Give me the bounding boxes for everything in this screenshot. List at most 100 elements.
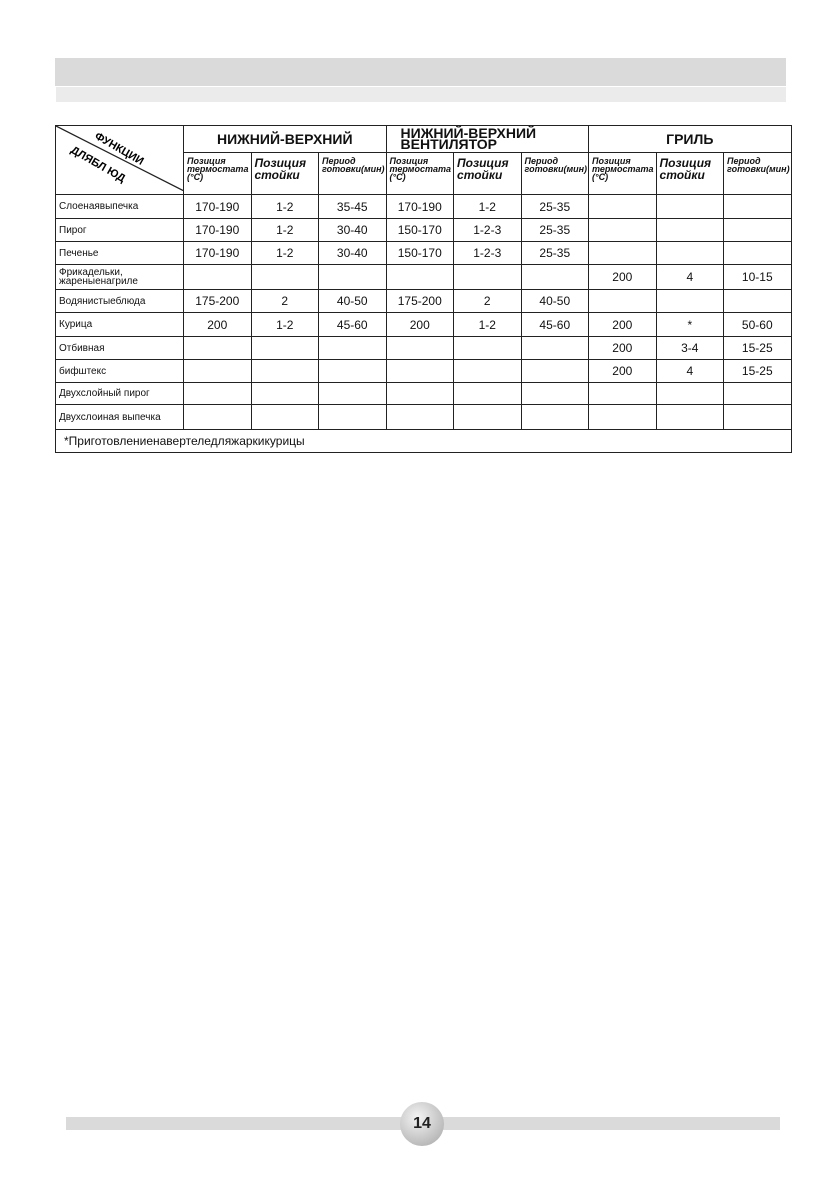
table-cell: 50-60	[723, 312, 792, 337]
table-row: Фрикадельки, жареныенагриле 200 4 10-15	[55, 264, 792, 290]
table-cell	[318, 382, 387, 405]
table-cell: 175-200	[385, 289, 455, 313]
table-row: Пирог 170-190 1-2 30-40 150-170 1-2-3 25-35	[55, 218, 792, 242]
table-cell: 25-35	[520, 218, 590, 242]
table-cell: 1-2-3	[453, 241, 522, 265]
column-header: Позиция термостата (°С)	[183, 152, 252, 195]
table-cell	[723, 241, 792, 265]
column-header: Период готовки(мин)	[318, 152, 387, 195]
table-cell	[588, 241, 657, 265]
table-cell: 170-190	[385, 194, 455, 219]
table-cell	[520, 336, 590, 360]
dish-name: Двухслойный пирог	[55, 382, 184, 405]
table-cell	[453, 264, 522, 290]
table-row: Двухслойный пирог	[55, 382, 792, 405]
dish-name: Слоенаявыпечка	[55, 194, 184, 219]
table-cell	[588, 289, 657, 313]
table-cell	[520, 264, 590, 290]
table-cell: 30-40	[318, 241, 387, 265]
cooking-table: ФУНКЦИИ ДЛЯБЛ ЮД НИЖНИЙ-ВЕРХНИЙ НИЖНИЙ-В…	[55, 125, 792, 453]
table-cell: 1-2	[453, 194, 522, 219]
column-header: Позиция термостата (°С)	[385, 152, 455, 195]
table-cell	[655, 194, 725, 219]
table-cell: 2	[453, 289, 522, 313]
table-cell	[385, 336, 455, 360]
header-strip	[56, 87, 786, 102]
table-cell: 30-40	[318, 218, 387, 242]
table-cell	[588, 404, 657, 430]
table-cell: 40-50	[318, 289, 387, 313]
table-cell: 15-25	[723, 359, 792, 383]
table-cell	[520, 359, 590, 383]
table-cell	[453, 336, 522, 360]
table-cell	[318, 359, 387, 383]
table-cell	[385, 264, 455, 290]
table-cell	[520, 382, 590, 405]
table-cell: 200	[588, 264, 657, 290]
table-cell	[655, 404, 725, 430]
diagonal-line: ФУНКЦИИ ДЛЯБЛ ЮД	[56, 126, 183, 191]
table-cell	[318, 336, 387, 360]
table-cell: 35-45	[318, 194, 387, 219]
table-cell: 170-190	[183, 194, 252, 219]
dish-name: Курица	[55, 312, 184, 337]
table-cell: 25-35	[520, 194, 590, 219]
table-cell	[183, 359, 252, 383]
table-cell	[453, 359, 522, 383]
table-cell	[453, 382, 522, 405]
table-cell: 4	[655, 264, 725, 290]
table-row: Двухслоиная выпечка	[55, 404, 792, 430]
table-cell: 15-25	[723, 336, 792, 360]
table-cell	[723, 218, 792, 242]
table-cell: 45-60	[318, 312, 387, 337]
table-cell: 2	[250, 289, 319, 313]
table-cell	[723, 194, 792, 219]
table-cell: 150-170	[385, 218, 455, 242]
dish-name: Двухслоиная выпечка	[55, 404, 184, 430]
table-cell	[655, 289, 725, 313]
dish-name: Печенье	[55, 241, 184, 265]
column-header: Позиция стойки	[453, 152, 522, 195]
table-cell: 170-190	[183, 241, 252, 265]
dish-name: Отбивная	[55, 336, 184, 360]
table-cell	[318, 404, 387, 430]
group-header: НИЖНИЙ-ВЕРХНИЙ	[183, 125, 387, 153]
table-cell	[250, 359, 319, 383]
group-header: НИЖНИЙ-ВЕРХНИЙ ВЕНТИЛЯТОР	[385, 125, 590, 153]
table-cell	[183, 382, 252, 405]
table-cell	[385, 382, 455, 405]
table-cell	[250, 382, 319, 405]
table-cell	[385, 404, 455, 430]
table-cell	[520, 404, 590, 430]
footnote: *Приготовлениенавертеледляжаркикурицы	[55, 429, 792, 453]
table-cell: 1-2	[250, 218, 319, 242]
table-cell	[453, 404, 522, 430]
table-cell: 1-2	[250, 194, 319, 219]
table-cell: 170-190	[183, 218, 252, 242]
group-header: ГРИЛЬ	[588, 125, 792, 153]
table-cell: 200	[588, 359, 657, 383]
column-header: Период готовки(мин)	[520, 152, 590, 195]
dish-name: бифштекс	[55, 359, 184, 383]
table-cell: 3-4	[655, 336, 725, 360]
table-cell: *	[655, 312, 725, 337]
column-header: Позиция термостата (°С)	[588, 152, 657, 195]
table-cell	[588, 382, 657, 405]
table-cell	[250, 404, 319, 430]
table-cell	[588, 194, 657, 219]
table-cell: 150-170	[385, 241, 455, 265]
table-cell	[723, 382, 792, 405]
table-cell	[318, 264, 387, 290]
table-cell: 4	[655, 359, 725, 383]
table-cell	[183, 336, 252, 360]
table-cell	[723, 289, 792, 313]
table-cell	[385, 359, 455, 383]
table-cell: 40-50	[520, 289, 590, 313]
table-cell: 1-2	[250, 241, 319, 265]
table-row: Слоенаявыпечка 170-190 1-2 35-45 170-190 1-2 2…	[55, 194, 792, 219]
table-cell	[250, 336, 319, 360]
table-row: Отбивная 200 3-4 15-25	[55, 336, 792, 360]
table-cell	[250, 264, 319, 290]
column-header: Период готовки(мин)	[723, 152, 792, 195]
table-cell: 1-2-3	[453, 218, 522, 242]
